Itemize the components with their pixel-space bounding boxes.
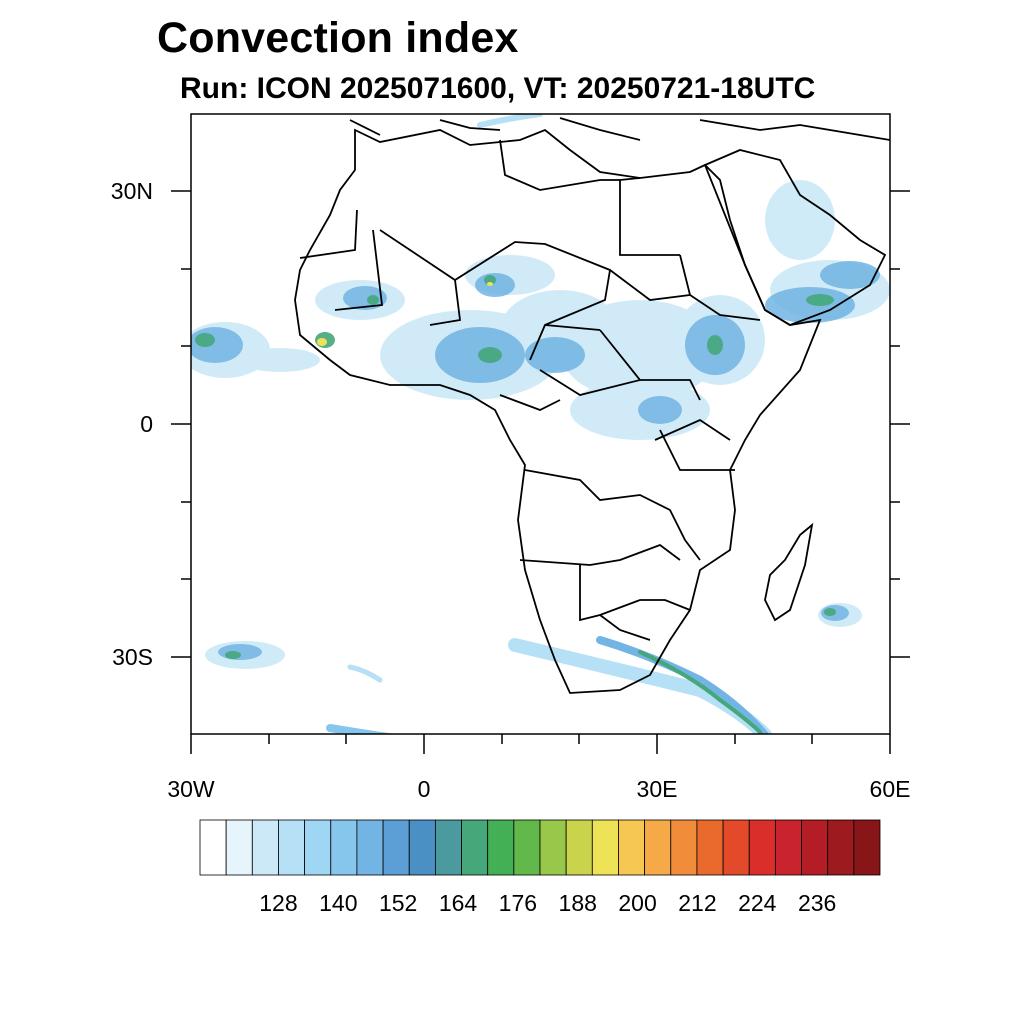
colorbar-swatch xyxy=(853,819,881,876)
colorbar: 128 140 152 164 176 188 200 212 224 236 xyxy=(199,819,881,916)
colorbar-swatch xyxy=(565,819,593,876)
lat-ticks xyxy=(171,190,910,658)
colorbar-swatch xyxy=(591,819,619,876)
colorbar-swatch xyxy=(225,819,253,876)
colorbar-swatch xyxy=(487,819,515,876)
colorbar-swatch xyxy=(330,819,358,876)
colorbar-swatch xyxy=(304,819,332,876)
colorbar-swatch xyxy=(801,819,829,876)
colorbar-swatch xyxy=(513,819,541,876)
colorbar-label: 212 xyxy=(678,890,716,916)
colorbar-swatch xyxy=(644,819,672,876)
colorbar-label: 152 xyxy=(379,890,417,916)
lat-label-30s: 30S xyxy=(112,644,153,670)
colorbar-swatch xyxy=(199,819,227,876)
colorbar-label: 236 xyxy=(798,890,836,916)
colorbar-swatch xyxy=(748,819,776,876)
colorbar-swatch xyxy=(827,819,855,876)
lon-label-60e: 60E xyxy=(870,776,911,802)
lat-label-30n: 30N xyxy=(111,178,153,204)
lat-label-0: 0 xyxy=(140,411,153,437)
colorbar-swatch xyxy=(539,819,567,876)
colorbar-swatch xyxy=(382,819,410,876)
colorbar-swatch xyxy=(356,819,384,876)
colorbar-swatch xyxy=(618,819,646,876)
chart-subtitle: Run: ICON 2025071600, VT: 20250721-18UTC xyxy=(180,72,816,105)
colorbar-label: 140 xyxy=(319,890,357,916)
colorbar-swatch xyxy=(461,819,489,876)
lon-label-30e: 30E xyxy=(637,776,678,802)
colorbar-label: 200 xyxy=(618,890,656,916)
colorbar-label: 176 xyxy=(499,890,537,916)
chart-title: Convection index xyxy=(157,14,519,62)
colorbar-label: 128 xyxy=(259,890,297,916)
colorbar-swatch xyxy=(408,819,436,876)
colorbar-swatch xyxy=(278,819,306,876)
colorbar-label: 224 xyxy=(738,890,777,916)
lon-label-30w: 30W xyxy=(167,776,215,802)
colorbar-swatch xyxy=(251,819,279,876)
coastlines-borders xyxy=(294,117,890,694)
lon-label-0: 0 xyxy=(418,776,431,802)
colorbar-label: 164 xyxy=(439,890,478,916)
colorbar-label: 188 xyxy=(559,890,597,916)
colorbar-swatch xyxy=(670,819,698,876)
colorbar-swatch xyxy=(434,819,462,876)
colorbar-swatch xyxy=(722,819,750,876)
lon-ticks xyxy=(190,734,891,754)
colorbar-swatch xyxy=(696,819,724,876)
convection-field xyxy=(191,114,890,734)
colorbar-swatch xyxy=(774,819,802,876)
